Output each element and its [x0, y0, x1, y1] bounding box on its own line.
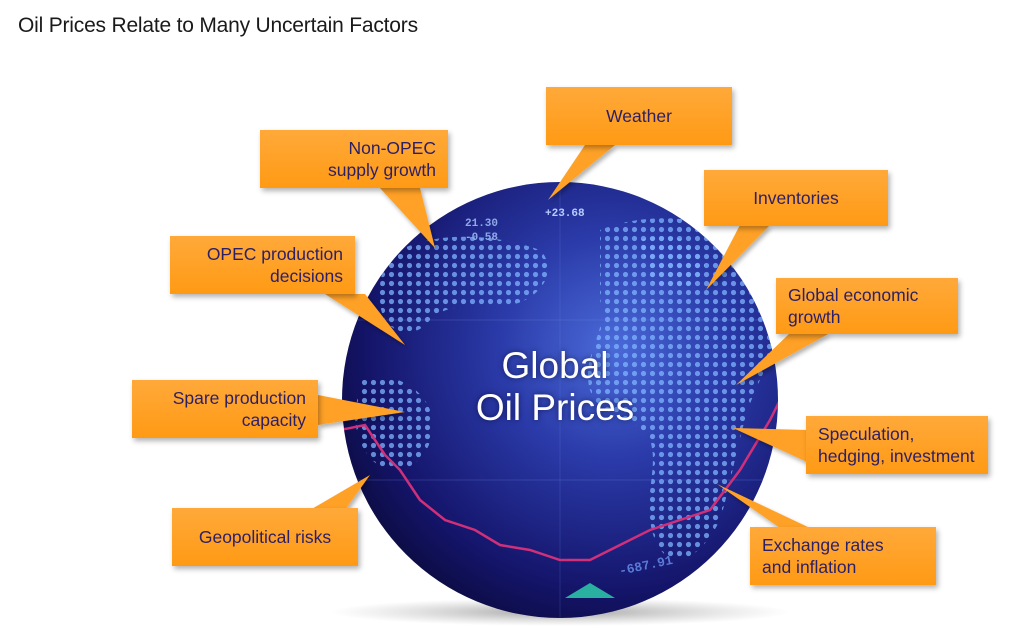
factor-inventories: Inventories [704, 170, 888, 226]
center-label-line1: Global [501, 345, 609, 386]
up-arrow-icon [565, 583, 615, 598]
pointer-speculation [733, 428, 807, 462]
globe-ticker-1: +23.68 [545, 208, 585, 220]
factor-exchange-line1: Exchange rates [762, 535, 884, 555]
factor-weather: Weather [546, 87, 732, 145]
factor-opec-line1: OPEC production [206, 244, 343, 264]
pointer-non-opec [380, 188, 435, 248]
factor-exchange: Exchange rates and inflation [750, 527, 936, 585]
page-title: Oil Prices Relate to Many Uncertain Fact… [18, 14, 418, 37]
factor-global-growth-line2: growth [788, 307, 841, 327]
pointer-exchange [717, 484, 810, 528]
factor-speculation: Speculation, hedging, investment [806, 416, 988, 474]
callout-pointers [310, 145, 830, 528]
pointer-opec [325, 294, 405, 345]
price-line [342, 389, 778, 562]
pointer-inventories [706, 225, 770, 290]
factor-speculation-line2: hedging, investment [818, 446, 975, 466]
globe-ticker-3: -0.58 [465, 232, 498, 244]
factor-spare: Spare production capacity [132, 380, 318, 438]
factor-opec-line2: decisions [270, 266, 343, 286]
factor-global-growth-line1: Global economic [788, 285, 919, 305]
pointer-spare [318, 395, 405, 425]
globe-ticker-2: 21.30 [465, 218, 498, 230]
factor-exchange-line2: and inflation [762, 557, 857, 577]
factor-opec: OPEC production decisions [170, 236, 355, 294]
factor-speculation-line1: Speculation, [818, 424, 915, 444]
factor-inventories-line1: Inventories [753, 188, 839, 208]
factor-spare-line1: Spare production [172, 388, 306, 408]
pointer-geopolitical [310, 475, 370, 510]
pointer-global-growth [736, 333, 830, 385]
factor-global-growth: Global economic growth [776, 278, 958, 334]
pointer-weather [548, 145, 615, 200]
factor-non-opec-line2: supply growth [328, 160, 436, 180]
factor-geopolitical-line1: Geopolitical risks [198, 527, 332, 547]
factor-non-opec-line1: Non-OPEC [348, 138, 436, 158]
center-label-line2: Oil Prices [475, 387, 635, 428]
factor-geopolitical: Geopolitical risks [172, 508, 358, 566]
factor-non-opec: Non-OPEC supply growth [260, 130, 448, 188]
factor-weather-line1: Weather [606, 106, 672, 126]
factor-spare-line2: capacity [241, 410, 306, 430]
center-label: Global Oil Prices [455, 345, 655, 429]
